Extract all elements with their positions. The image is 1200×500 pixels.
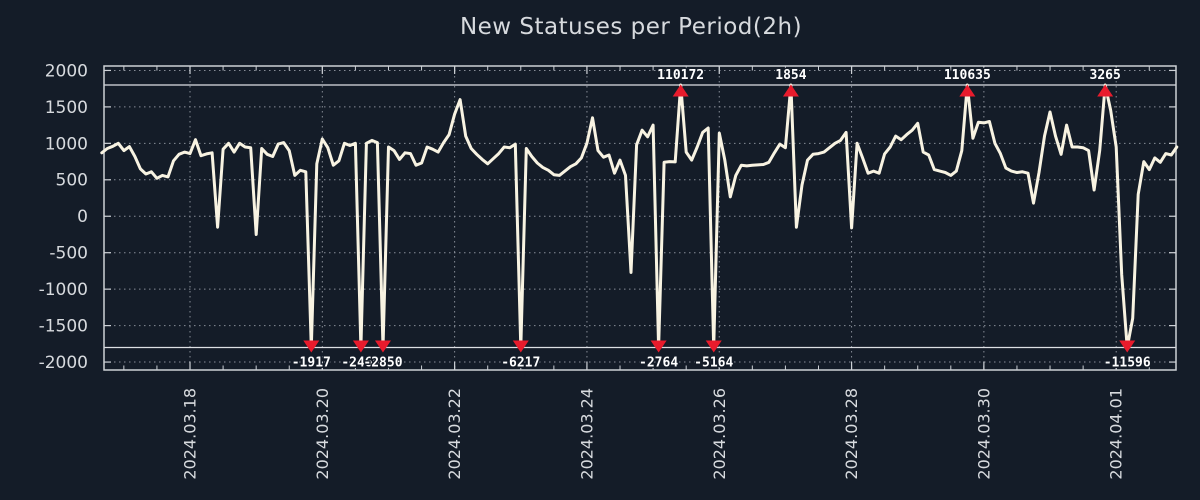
x-tick-label: 2024.03.28 [842,388,861,480]
spike-value-label: -5164 [694,356,733,371]
data-line [100,83,1179,349]
spike-value-label: -6217 [501,356,540,371]
annotations: -1917 -2469-2850 -6217 -2764 110172 -5164 1854… [290,67,1152,373]
y-tick-label: -2000 [39,353,88,373]
y-tick-label: 500 [56,171,88,191]
x-tick-label: 2024.03.24 [577,388,596,480]
y-tick-label: 1500 [45,98,88,118]
x-tick-label: 2024.03.18 [181,388,200,480]
spike-value-label: 110172 [657,68,704,83]
spike-marker-down [650,340,667,353]
x-tick-label: 2024.03.20 [313,388,332,480]
spike-value-label: -2469 [341,356,380,371]
spike-value-label: 3265 [1090,68,1121,83]
axis-labels: 2000 1500 1000 500 0 -500 -1000 -1500 -2000 2024.… [39,61,1126,479]
spike-marker-up [782,84,799,97]
spike-marker-down [512,340,529,353]
spike-value-label: 110635 [944,68,991,83]
spike-value-label: -1917 [292,356,331,371]
spike-marker-down [1119,340,1136,353]
spike-marker-down [374,340,391,353]
x-tick-label: 2024.04.01 [1107,388,1126,480]
y-tick-label: -1500 [39,317,88,337]
spike-marker-up [672,84,689,97]
chart-title: New Statuses per Period(2h) [459,14,803,40]
y-tick-label: 1000 [45,134,88,154]
spike-value-label: -2764 [639,356,678,371]
x-tick-label: 2024.03.30 [974,388,993,480]
spike-marker-down [352,340,369,353]
spike-marker-down [303,340,320,353]
spike-marker-up [959,84,976,97]
series [100,83,1179,349]
x-tick-label: 2024.03.22 [445,388,464,480]
spike-value-label: -2850 [363,356,402,371]
gridlines [104,66,1176,370]
axes [103,65,1177,371]
spike-marker-up [1097,84,1114,97]
y-tick-label: 2000 [45,61,88,81]
spike-value-label: 1854 [775,68,806,83]
spike-value-label: -11596 [1104,356,1151,371]
plot-frame [103,65,1177,371]
x-tick-label: 2024.03.26 [710,388,729,480]
y-tick-label: 0 [77,207,88,227]
spike-marker-down [705,340,722,353]
y-tick-label: -500 [49,244,88,264]
y-tick-label: -1000 [39,280,88,300]
